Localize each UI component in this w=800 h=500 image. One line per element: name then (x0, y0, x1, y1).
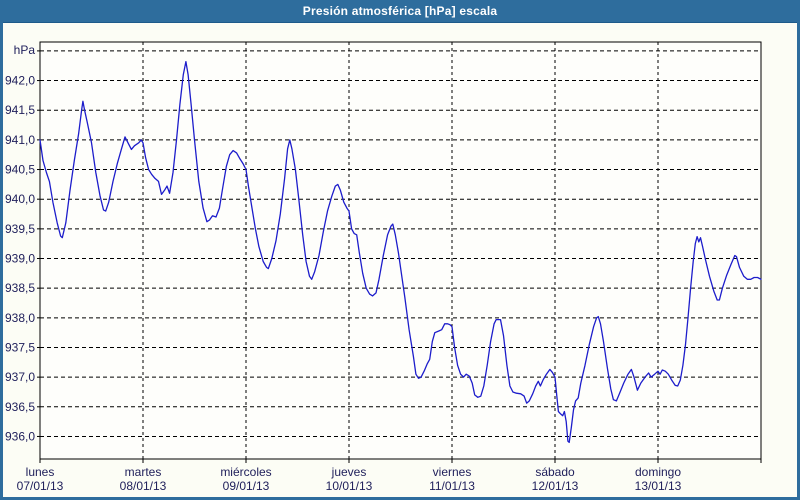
plot-background (40, 42, 761, 459)
y-tick-label: 939,0 (5, 252, 35, 266)
x-day-name: domingo (635, 465, 681, 479)
y-tick-label: 938,5 (5, 281, 35, 295)
x-day-date: 13/01/13 (635, 479, 682, 493)
x-day-name: lunes (26, 465, 55, 479)
window-title: Presión atmosférica [hPa] escala (302, 4, 498, 18)
x-day-date: 10/01/13 (326, 479, 373, 493)
y-tick-label: 940,0 (5, 192, 35, 206)
y-tick-label: 942,0 (5, 74, 35, 88)
x-day-date: 09/01/13 (223, 479, 270, 493)
plot-border (39, 41, 762, 460)
y-tick-label: 941,0 (5, 133, 35, 147)
x-day-name: sábado (535, 465, 575, 479)
y-tick-label: 941,5 (5, 103, 35, 117)
y-tick-label: 936,5 (5, 400, 35, 414)
y-tick-label: 937,0 (5, 370, 35, 384)
pressure-line (39, 60, 762, 444)
y-tick-label: 937,5 (5, 340, 35, 354)
y-tick-label: 939,5 (5, 222, 35, 236)
x-day-date: 12/01/13 (532, 479, 579, 493)
y-tick-label: 936,0 (5, 429, 35, 443)
pressure-chart-svg: 942,0 941,5 941,0 940,5 940,0 939,5 939,0 938,5… (5, 41, 762, 493)
x-day-name: viernes (433, 465, 472, 479)
y-tick-label: 940,5 (5, 163, 35, 177)
x-day-name: martes (125, 465, 162, 479)
x-day-name: jueves (331, 465, 367, 479)
x-day-date: 08/01/13 (120, 479, 167, 493)
y-tick-label: 938,0 (5, 311, 35, 325)
x-day-date: 07/01/13 (17, 479, 64, 493)
title-bar[interactable]: Presión atmosférica [hPa] escala (3, 0, 797, 23)
x-day-date: 11/01/13 (429, 479, 475, 493)
chart-area: 942,0 941,5 941,0 940,5 940,0 939,5 939,0 938,5… (3, 23, 797, 497)
x-day-name: miércoles (220, 465, 271, 479)
y-axis-unit-label: hPa (14, 43, 36, 57)
